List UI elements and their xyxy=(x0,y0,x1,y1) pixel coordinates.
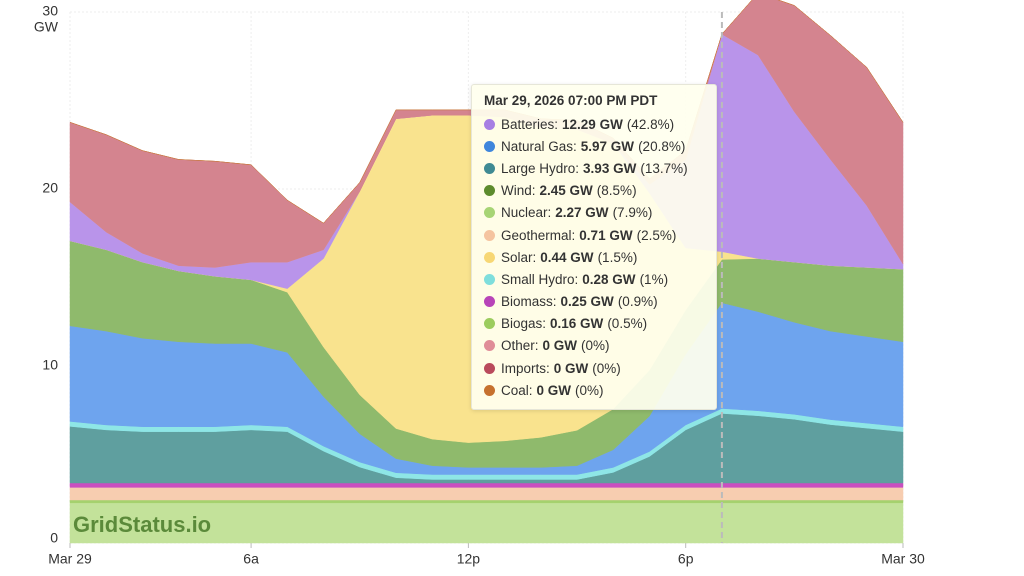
tooltip-row: Nuclear: 2.27 GW (7.9%) xyxy=(484,202,704,224)
tooltip-swatch xyxy=(484,340,495,352)
tooltip-swatch xyxy=(484,296,495,308)
tooltip-label: Biomass: xyxy=(501,294,557,310)
tooltip-share: (0%) xyxy=(592,360,621,376)
tooltip-label: Small Hydro: xyxy=(501,271,579,287)
tooltip-label: Wind: xyxy=(501,183,536,199)
tooltip-label: Biogas: xyxy=(501,316,547,332)
tooltip-share: (2.5%) xyxy=(636,227,677,243)
tooltip-value: 0 GW xyxy=(553,360,589,376)
tooltip-title: Mar 29, 2026 07:00 PM PDT xyxy=(484,93,658,108)
tooltip-swatch xyxy=(484,229,495,241)
tooltip-swatch xyxy=(484,162,495,174)
tooltip-value: 0.16 GW xyxy=(550,316,604,332)
tooltip-value: 0 GW xyxy=(536,382,572,398)
tooltip-swatch xyxy=(484,273,495,285)
tooltip-share: (0%) xyxy=(575,382,604,398)
tooltip-value: 2.45 GW xyxy=(539,183,593,199)
tooltip-value: 0.25 GW xyxy=(560,294,614,310)
tooltip-value: 3.93 GW xyxy=(583,160,637,176)
tooltip-value: 12.29 GW xyxy=(562,116,623,132)
watermark: GridStatus.io xyxy=(73,512,211,537)
x-tick-label: 6p xyxy=(678,551,694,567)
y-tick-label: 10 xyxy=(42,357,58,373)
tooltip-value: 5.97 GW xyxy=(580,138,635,154)
tooltip-value: 0.44 GW xyxy=(540,249,594,265)
tooltip-label: Large Hydro: xyxy=(501,160,580,176)
tooltip-label: Natural Gas: xyxy=(501,138,577,154)
tooltip-share: (8.5%) xyxy=(596,183,637,199)
tooltip-row: Other: 0 GW (0%) xyxy=(484,335,704,357)
tooltip-row: Imports: 0 GW (0%) xyxy=(484,357,704,379)
tooltip-share: (0%) xyxy=(581,338,610,354)
x-tick-label: 12p xyxy=(457,551,481,567)
tooltip-label: Solar: xyxy=(501,249,537,265)
tooltip-label: Batteries: xyxy=(501,116,559,132)
x-tick-label: Mar 29 xyxy=(48,551,92,567)
y-unit: GW xyxy=(34,19,59,35)
tooltip-swatch xyxy=(484,318,495,330)
tooltip-share: (42.8%) xyxy=(626,116,675,132)
area xyxy=(69,0,904,224)
y-tick-label: 0 xyxy=(50,530,58,546)
tooltip-value: 0.71 GW xyxy=(579,227,633,243)
tooltip-label: Geothermal: xyxy=(501,227,576,243)
tooltip-swatch xyxy=(484,251,495,263)
x-tick-label: 6a xyxy=(243,551,259,567)
y-tick-label: 20 xyxy=(42,180,58,196)
tooltip-row: Batteries: 12.29 GW (42.8%) xyxy=(484,113,704,135)
tooltip-share: (1.5%) xyxy=(597,249,638,265)
tooltip: Mar 29, 2026 07:00 PM PDT Batteries: 12.2… xyxy=(471,84,717,411)
tooltip-row: Geothermal: 0.71 GW (2.5%) xyxy=(484,224,704,246)
tooltip-row: Small Hydro: 0.28 GW (1%) xyxy=(484,268,704,290)
tooltip-share: (1%) xyxy=(639,271,669,287)
tooltip-swatch xyxy=(484,207,495,219)
tooltip-share: (0.9%) xyxy=(617,294,658,310)
tooltip-share: (20.8%) xyxy=(638,138,686,154)
tooltip-row: Wind: 2.45 GW (8.5%) xyxy=(484,180,704,202)
tooltip-row: Natural Gas: 5.97 GW (20.8%) xyxy=(484,135,704,157)
tooltip-share: (7.9%) xyxy=(612,205,653,221)
area xyxy=(69,487,904,501)
tooltip-swatch xyxy=(484,185,495,197)
tooltip-swatch xyxy=(484,362,495,374)
tooltip-label: Imports: xyxy=(501,360,550,376)
y-tick-label: 30 xyxy=(42,3,58,19)
tooltip-row: Large Hydro: 3.93 GW (13.7%) xyxy=(484,157,704,179)
tooltip-row: Biogas: 0.16 GW (0.5%) xyxy=(484,313,704,335)
tooltip-value: 0 GW xyxy=(542,338,578,354)
tooltip-value: 2.27 GW xyxy=(555,205,609,221)
tooltip-row: Solar: 0.44 GW (1.5%) xyxy=(484,246,704,268)
tooltip-swatch xyxy=(484,140,495,152)
tooltip-label: Coal: xyxy=(501,382,533,398)
x-tick-label: Mar 30 xyxy=(881,551,925,567)
tooltip-label: Nuclear: xyxy=(501,205,552,221)
tooltip-swatch xyxy=(484,384,495,396)
area xyxy=(69,499,904,504)
area xyxy=(69,482,904,488)
tooltip-share: (0.5%) xyxy=(607,316,648,332)
tooltip-row: Coal: 0 GW (0%) xyxy=(484,379,704,401)
tooltip-label: Other: xyxy=(501,338,539,354)
tooltip-value: 0.28 GW xyxy=(582,271,636,287)
tooltip-row: Biomass: 0.25 GW (0.9%) xyxy=(484,291,704,313)
tooltip-swatch xyxy=(484,118,495,130)
tooltip-share: (13.7%) xyxy=(640,160,688,176)
